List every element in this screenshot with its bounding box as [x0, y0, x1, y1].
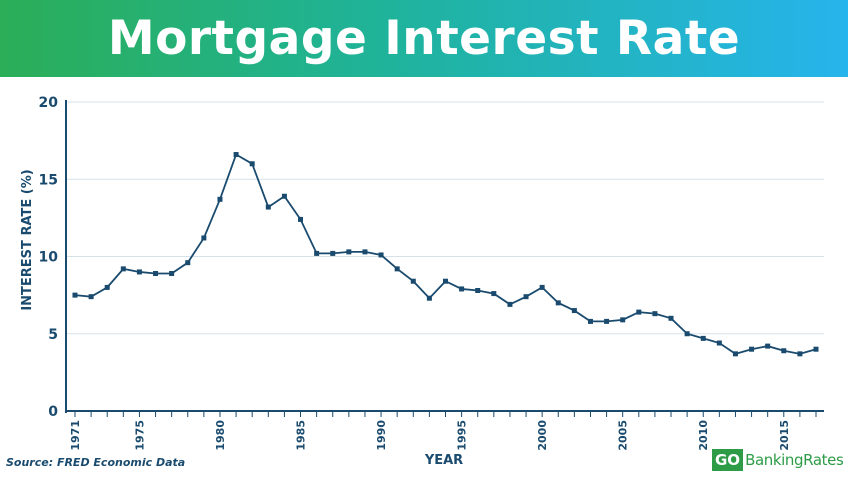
series-line — [74, 153, 817, 355]
title-banner: Mortgage Interest Rate — [0, 0, 848, 77]
data-point — [604, 318, 610, 324]
data-point — [813, 346, 819, 352]
data-point — [201, 235, 207, 241]
x-axis-ticks: 1971 1975 1980 1985 1990 1995 2000 2005 2010 2015 — [69, 411, 817, 451]
data-point — [539, 284, 545, 290]
x-tick-label: 2015 — [778, 420, 791, 451]
x-tick-label: 1985 — [295, 420, 308, 451]
data-point — [652, 311, 658, 317]
source-note: Source: FRED Economic Data — [6, 456, 186, 469]
x-tick-label: 2000 — [536, 420, 549, 451]
x-tick-label: 1980 — [214, 420, 227, 451]
data-point — [378, 252, 384, 258]
data-point — [507, 301, 513, 307]
data-point — [153, 270, 159, 276]
data-point — [410, 278, 416, 284]
data-point — [72, 292, 78, 298]
data-point — [426, 295, 432, 301]
y-tick-label: 5 — [48, 327, 58, 343]
data-point — [781, 348, 787, 354]
x-axis-label: YEAR — [424, 453, 463, 468]
data-point — [185, 260, 191, 266]
x-tick-label: 1990 — [375, 420, 388, 451]
data-point — [298, 216, 304, 222]
data-point — [314, 250, 320, 256]
data-point — [233, 152, 239, 158]
data-point — [749, 346, 755, 352]
data-point — [394, 266, 400, 272]
data-point — [88, 294, 94, 300]
data-point — [104, 284, 110, 290]
data-point — [443, 278, 448, 284]
data-point — [523, 294, 529, 300]
data-point — [668, 315, 674, 321]
data-series — [72, 152, 819, 357]
data-point — [265, 204, 271, 210]
x-tick-label: 2005 — [617, 420, 630, 451]
data-point — [587, 318, 593, 324]
data-point — [136, 269, 142, 275]
logo-text: BankingRates — [745, 451, 844, 469]
data-point — [217, 196, 223, 202]
x-tick-label: 1975 — [133, 420, 146, 451]
x-tick-label: 1995 — [456, 420, 469, 451]
data-point — [120, 266, 126, 272]
data-point — [732, 351, 738, 357]
data-point — [249, 161, 255, 167]
data-point — [169, 270, 175, 276]
data-point — [330, 250, 336, 256]
data-point — [571, 308, 577, 314]
y-axis-ticks: 0 5 10 15 20 — [39, 95, 59, 420]
y-axis-label: INTEREST RATE (%) — [20, 169, 35, 310]
data-point — [281, 193, 287, 199]
data-point — [700, 335, 706, 341]
data-point — [636, 309, 642, 315]
data-point — [475, 287, 481, 293]
logo-go: GO — [712, 449, 744, 471]
y-tick-label: 15 — [39, 172, 58, 188]
data-point — [346, 249, 352, 255]
data-point — [459, 286, 465, 292]
data-point — [555, 300, 561, 306]
data-point — [716, 340, 722, 346]
page-title: Mortgage Interest Rate — [107, 11, 741, 66]
data-point — [362, 249, 368, 255]
data-point — [765, 343, 771, 349]
data-point — [491, 291, 497, 297]
data-point — [797, 351, 803, 357]
x-tick-label: 1971 — [69, 420, 82, 451]
data-point — [620, 317, 626, 323]
y-tick-label: 10 — [39, 250, 59, 266]
grid-lines — [66, 101, 824, 335]
interest-rate-line-chart: 0 5 10 15 20 1971 1975 1980 1985 1990 1995 2000 200… — [20, 95, 824, 468]
y-tick-label: 0 — [48, 404, 58, 420]
y-tick-label: 20 — [39, 95, 59, 111]
gobankingrates-logo: GO BankingRates — [712, 449, 844, 471]
x-tick-label: 2010 — [697, 420, 710, 451]
data-point — [684, 331, 690, 337]
